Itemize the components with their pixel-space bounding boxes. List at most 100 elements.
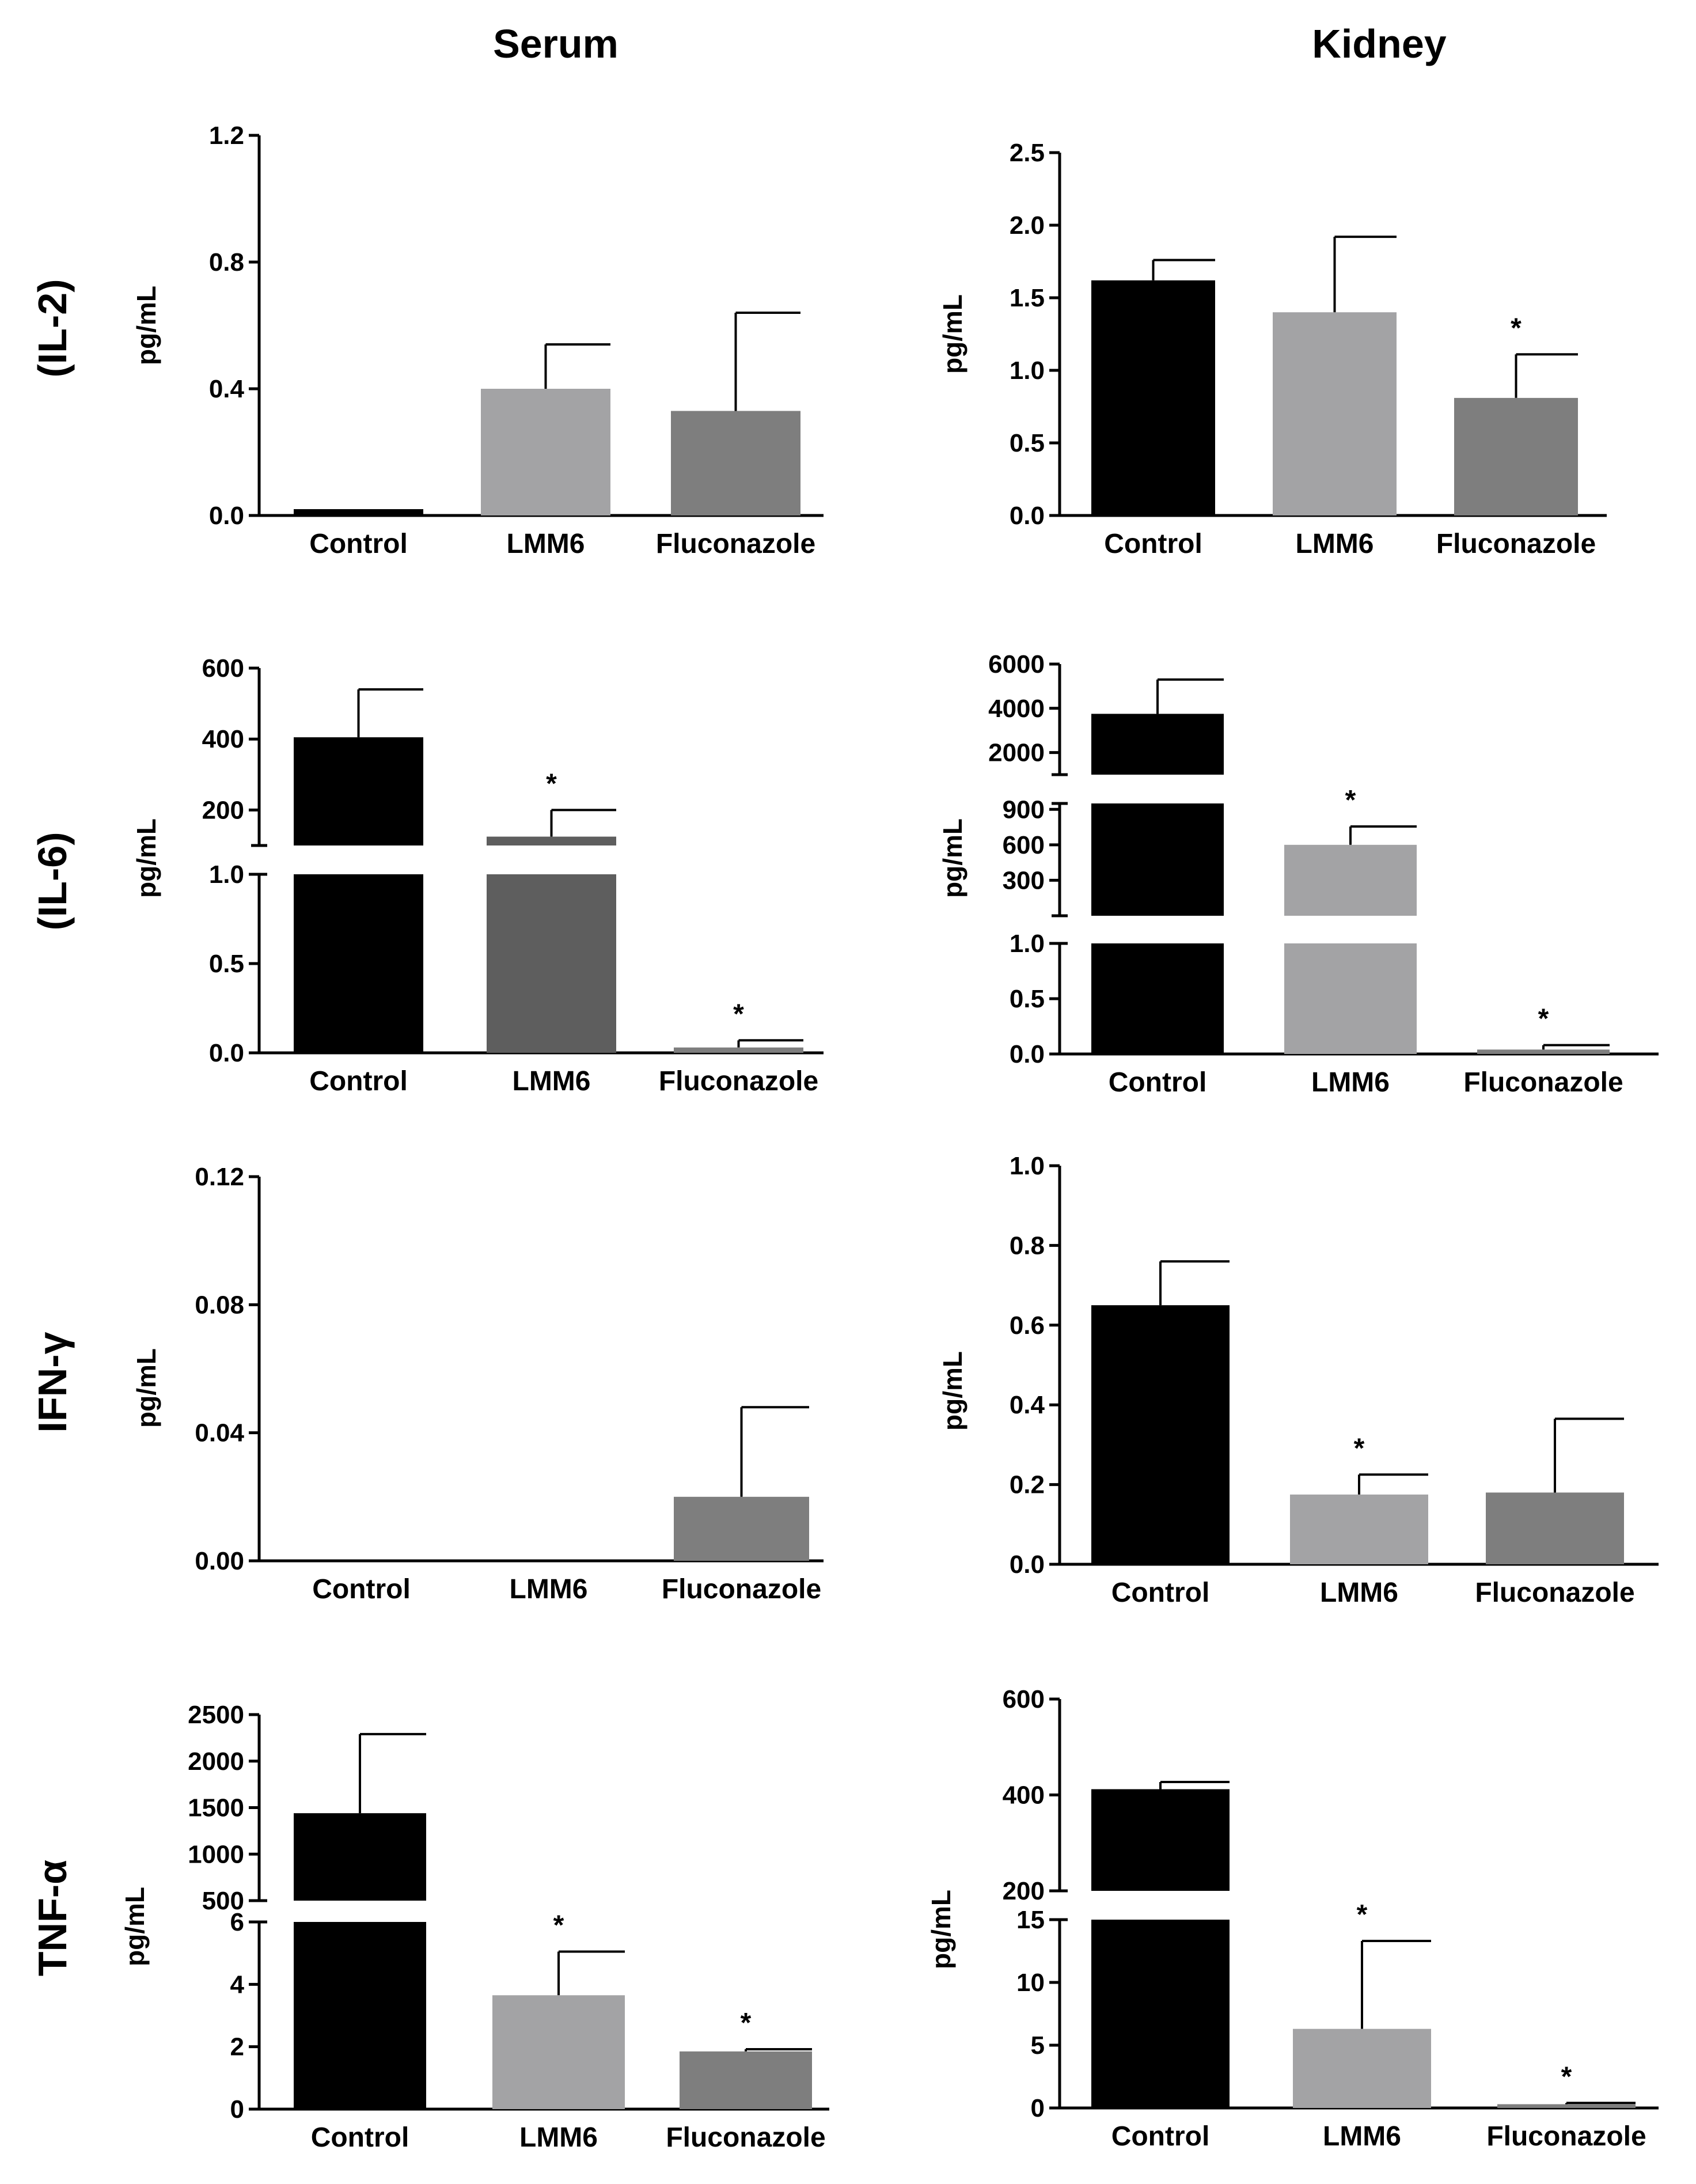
y-tick-label: 2000 [188, 1747, 244, 1776]
y-tick-label: 0.4 [1010, 1391, 1045, 1419]
x-tick-label: Control [309, 529, 408, 559]
y-tick-label: 5 [1031, 2031, 1045, 2060]
x-tick-label: LMM6 [1311, 1067, 1390, 1098]
bar-break-gap [293, 845, 424, 874]
bar-fluconazole [1497, 2104, 1636, 2108]
y-tick-label: 500 [202, 1887, 244, 1915]
y-axis-label: pg/mL [938, 1351, 967, 1431]
y-tick-label: 0.8 [1010, 1231, 1045, 1260]
y-tick-label: 1.2 [209, 122, 244, 150]
bar-lmm6 [1290, 1494, 1428, 1564]
y-tick-label: 300 [1003, 866, 1045, 894]
y-tick-label: 0 [230, 2095, 244, 2124]
y-tick-label: 2 [230, 2033, 244, 2061]
y-tick-label: 900 [1003, 795, 1045, 824]
bar-fluconazole [674, 1496, 809, 1561]
y-tick-label: 2000 [988, 739, 1045, 767]
x-tick-label: Fluconazole [666, 2122, 825, 2153]
chart-kidney-il2: pg/mL 0.0 0.5 1.0 1.5 2.0 2.5 Control LMM6 * Fluco… [938, 139, 1607, 559]
y-axis-label: pg/mL [131, 286, 161, 365]
x-tick-label: Control [312, 1574, 411, 1605]
y-tick-label: 400 [1003, 1781, 1045, 1810]
bar-break-gap [485, 845, 617, 874]
row-title-il2: (IL-2) [30, 279, 75, 377]
x-tick-label: Control [1111, 2121, 1210, 2152]
chart-serum-il6: pg/mL 0.0 0.5 1.0 200 400 600 Control * LMM6 * Fluc… [131, 654, 824, 1097]
y-tick-label: 0.12 [195, 1163, 244, 1191]
y-tick-label: 4000 [988, 695, 1045, 723]
x-tick-label: Control [1109, 1067, 1207, 1098]
y-tick-label: 1.0 [1010, 357, 1045, 385]
y-tick-label: 600 [1003, 1685, 1045, 1713]
significance-star: * [1357, 1899, 1368, 1930]
y-tick-label: 400 [202, 725, 244, 753]
x-tick-label: LMM6 [519, 2122, 598, 2153]
y-tick-label: 0.5 [1010, 985, 1045, 1013]
y-tick-label: 1.0 [1010, 1152, 1045, 1180]
x-tick-label: Control [309, 1066, 408, 1097]
chart-serum-ifng: pg/mL 0.00 0.04 0.08 0.12 Control LMM6 Fluconaz… [131, 1163, 824, 1605]
bar-break-gap [1283, 916, 1418, 943]
bar-control [294, 1813, 426, 2109]
x-tick-label: Fluconazole [659, 1066, 818, 1097]
y-tick-label: 2.5 [1010, 139, 1045, 167]
significance-star: * [546, 768, 557, 799]
row-title-ifng: IFN-γ [30, 1332, 75, 1432]
x-tick-label: Control [1104, 529, 1202, 559]
bar-fluconazole [1486, 1492, 1624, 1564]
y-axis-label: pg/mL [926, 1890, 956, 1969]
y-tick-label: 15 [1016, 1906, 1045, 1934]
significance-star: * [1538, 1004, 1549, 1034]
bar-lmm6 [481, 389, 610, 515]
y-tick-label: 0.5 [209, 950, 244, 978]
bar-lmm6 [1273, 312, 1397, 515]
bar-control [294, 509, 423, 515]
y-tick-label: 2.0 [1010, 211, 1045, 240]
bar-fluconazole [1477, 1049, 1610, 1054]
y-axis-label: pg/mL [938, 294, 967, 374]
y-tick-label: 0.00 [195, 1547, 244, 1575]
y-tick-label: 0.0 [209, 502, 244, 530]
y-tick-label: 0 [1031, 2094, 1045, 2122]
x-tick-label: Control [1111, 1578, 1210, 1608]
x-tick-label: LMM6 [510, 1574, 588, 1605]
bar-lmm6 [1284, 844, 1417, 1054]
row-title-tnfa: TNF-α [30, 1860, 75, 1976]
x-tick-label: Fluconazole [662, 1574, 821, 1605]
significance-star: * [553, 1910, 564, 1940]
x-tick-label: LMM6 [1323, 2121, 1401, 2152]
x-tick-label: LMM6 [1320, 1578, 1398, 1608]
significance-star: * [1345, 785, 1356, 816]
y-tick-label: 0.6 [1010, 1311, 1045, 1340]
bar-fluconazole [680, 2051, 812, 2109]
x-tick-label: LMM6 [1296, 529, 1374, 559]
y-axis-label: pg/mL [131, 818, 161, 898]
bar-control [294, 737, 423, 1053]
x-tick-label: Fluconazole [656, 529, 815, 559]
y-tick-label: 0.4 [209, 375, 245, 403]
chart-serum-il2: pg/mL 0.0 0.4 0.8 1.2 Control LMM6 Fluconazole [131, 122, 824, 559]
x-tick-label: Fluconazole [1486, 2121, 1646, 2152]
significance-star: * [733, 999, 744, 1029]
x-tick-label: Fluconazole [1436, 529, 1596, 559]
bar-control [1091, 280, 1215, 515]
bar-break-gap [1090, 775, 1225, 803]
significance-star: * [741, 2008, 752, 2038]
y-tick-label: 0.08 [195, 1291, 244, 1319]
bar-fluconazole [671, 411, 800, 515]
y-tick-label: 6 [230, 1908, 244, 1936]
bar-break-gap [1090, 1891, 1231, 1920]
y-tick-label: 0.2 [1010, 1471, 1045, 1499]
chart-kidney-il6: pg/mL 0.0 0.5 1.0 300 600 900 2000 4000 6000 Contr… [938, 650, 1659, 1098]
y-tick-label: 200 [202, 796, 244, 824]
y-tick-label: 6000 [988, 650, 1045, 678]
y-tick-label: 1.0 [209, 860, 244, 889]
y-tick-label: 10 [1016, 1969, 1045, 1997]
bar-control [1091, 714, 1224, 1054]
x-tick-label: LMM6 [507, 529, 585, 559]
y-axis-label: pg/mL [938, 818, 967, 898]
column-title-serum: Serum [493, 21, 619, 66]
bar-lmm6 [492, 1995, 625, 2109]
y-tick-label: 0.0 [1010, 502, 1045, 530]
